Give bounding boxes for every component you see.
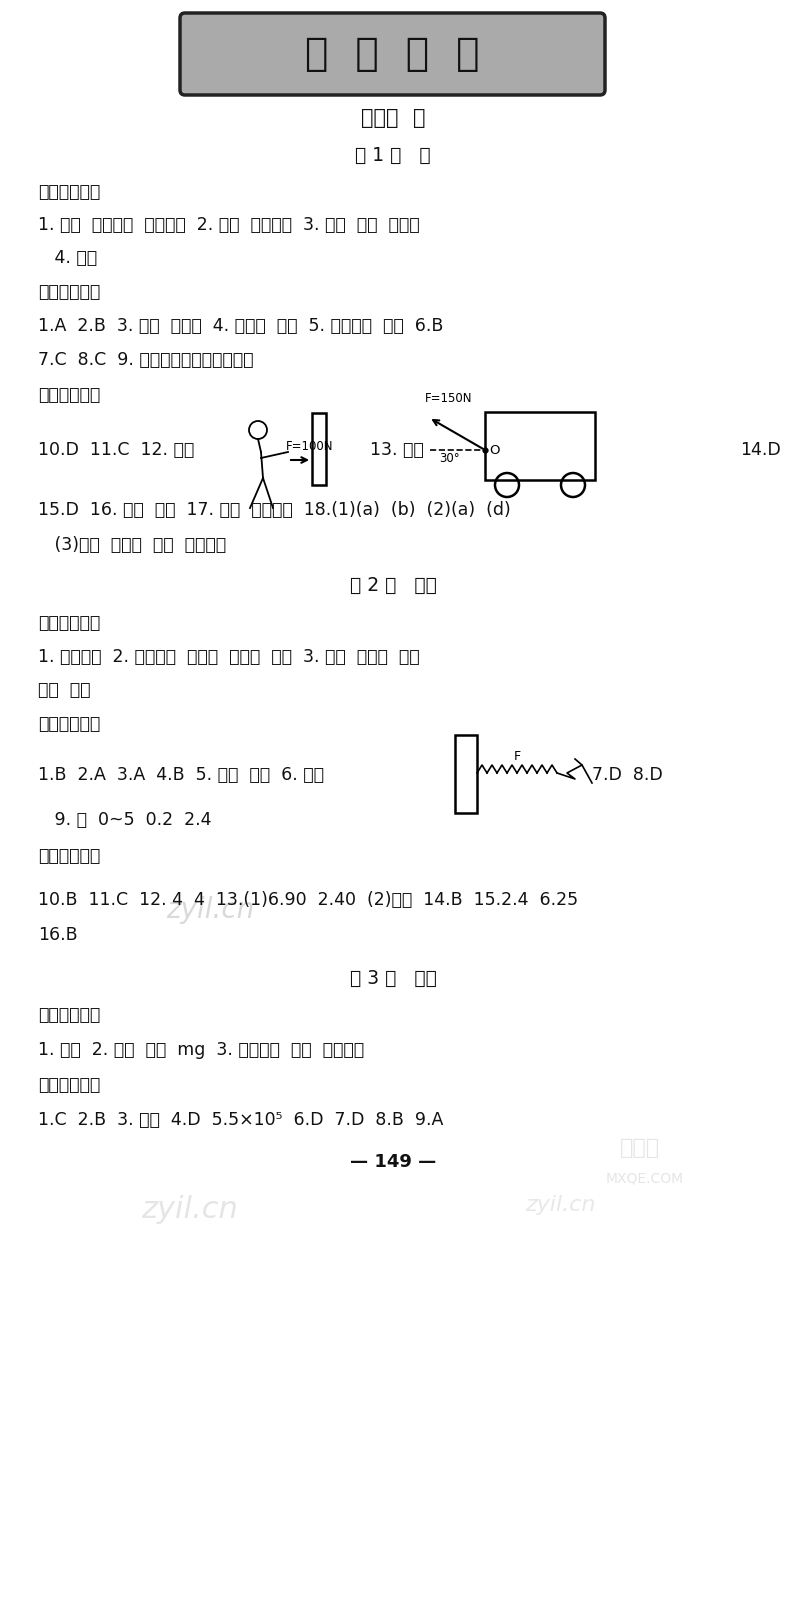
Text: — 149 —: — 149 — [350,1154,436,1171]
Text: zyil.cn: zyil.cn [166,896,254,925]
Text: 7.C  8.C  9. 物体间力的作用是相互的: 7.C 8.C 9. 物体间力的作用是相互的 [38,350,253,370]
Text: 10.D  11.C  12. 解：: 10.D 11.C 12. 解： [38,442,194,459]
Text: 度线  一致: 度线 一致 [38,682,91,699]
Text: 课前预习感知: 课前预习感知 [38,614,100,632]
Text: 课外巩固提升: 课外巩固提升 [38,386,100,403]
Bar [485,411,595,480]
Text: 课内夹实基础: 课内夹实基础 [38,283,100,301]
Text: 1. 作用  施力物体  受力物体  2. 形状  运动状态  3. 大小  方向  作用点: 1. 作用 施力物体 受力物体 2. 形状 运动状态 3. 大小 方向 作用点 [38,216,419,234]
Text: 1. 弹性形变  2. 力的大小  伸长量  伸长量  正比  3. 量程  分度值  零刻: 1. 弹性形变 2. 力的大小 伸长量 伸长量 正比 3. 量程 分度值 零刻 [38,648,419,666]
Text: 1. 重力  2. 地球  正比  mg  3. 竖直向下  重心  几何中心: 1. 重力 2. 地球 正比 mg 3. 竖直向下 重心 几何中心 [38,1042,364,1059]
Text: 课外巩固提升: 课外巩固提升 [38,846,100,866]
Text: 13. 解：: 13. 解： [370,442,423,459]
Text: 1.C  2.B  3. 重力  4.D  5.5×10⁵  6.D  7.D  8.B  9.A: 1.C 2.B 3. 重力 4.D 5.5×10⁵ 6.D 7.D 8.B 9.… [38,1110,443,1130]
Text: 课前预习感知: 课前预习感知 [38,1006,100,1024]
Text: (3)大小  作用点  方向  控制变量: (3)大小 作用点 方向 控制变量 [38,536,226,554]
Text: 14.D: 14.D [740,442,781,459]
Text: F: F [513,750,520,763]
Text: 参  考  答  案: 参 考 答 案 [305,35,480,74]
Text: zyil.cn: zyil.cn [525,1195,595,1214]
Text: 7.D  8.D: 7.D 8.D [592,766,663,784]
Text: 10.B  11.C  12. 4  4  13.(1)6.90  2.40  (2)小明  14.B  15.2.4  6.25: 10.B 11.C 12. 4 4 13.(1)6.90 2.40 (2)小明 … [38,891,578,909]
Text: zyil.cn: zyil.cn [142,1195,238,1224]
Text: 第 1 节   力: 第 1 节 力 [355,146,430,165]
Text: 1.A  2.B  3. 球拍  乒乓球  4. 运动员  形状  5. 运动状态  形状  6.B: 1.A 2.B 3. 球拍 乒乓球 4. 运动员 形状 5. 运动状态 形状 6… [38,317,443,334]
Bar [312,413,326,485]
Text: F=150N: F=150N [425,392,472,405]
Text: 第 2 节   弹力: 第 2 节 弹力 [349,576,437,595]
Text: 课内夹实基础: 课内夹实基础 [38,715,100,733]
Text: 9. 是  0~5  0.2  2.4: 9. 是 0~5 0.2 2.4 [38,811,212,829]
Text: MXQE.COM: MXQE.COM [606,1171,684,1186]
Text: 30°: 30° [439,451,460,464]
Text: 16.B: 16.B [38,926,78,944]
Text: 4. 相互: 4. 相互 [38,250,97,267]
Text: 答案圈: 答案圈 [620,1138,660,1158]
Text: 1.B  2.A  3.A  4.B  5. 形变  转换  6. 解：: 1.B 2.A 3.A 4.B 5. 形变 转换 6. 解： [38,766,324,784]
Text: 第七章  力: 第七章 力 [360,109,425,128]
Text: 第 3 节   重力: 第 3 节 重力 [349,968,437,987]
Text: O: O [489,443,500,456]
Text: 15.D  16. 相互  运动  17. 相互  运动状态  18.(1)(a)  (b)  (2)(a)  (d): 15.D 16. 相互 运动 17. 相互 运动状态 18.(1)(a) (b)… [38,501,511,518]
Text: F=100N: F=100N [286,440,334,453]
FancyBboxPatch shape [180,13,605,94]
Bar [455,734,477,813]
Text: 课前预习感知: 课前预习感知 [38,182,100,202]
Text: 课内夹实基础: 课内夹实基础 [38,1075,100,1094]
